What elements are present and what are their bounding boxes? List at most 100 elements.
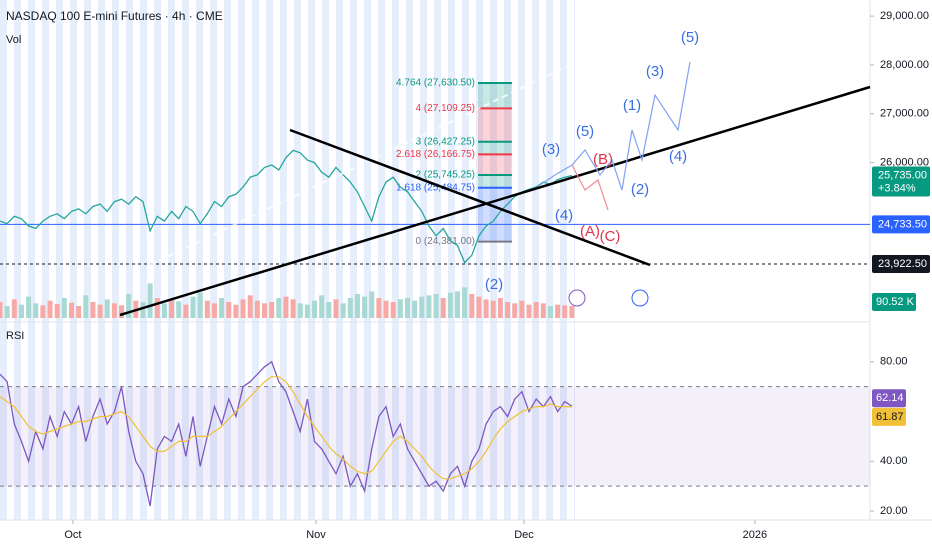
fib-label: 0 (24,381.00) [416,236,476,247]
volume-bar [304,304,310,318]
volume-bar [211,303,217,318]
event-icon[interactable] [631,289,649,307]
volume-bar [40,305,46,318]
volume-bar [333,299,339,318]
volume-bar [419,296,425,318]
wave-label: (4) [669,148,687,165]
session-background [0,0,575,520]
fib-zone [478,175,512,188]
volume-bar [4,306,10,318]
rsi-line [0,360,573,507]
volume-bar [33,303,39,318]
volume-bar [233,304,239,318]
volume-bar [76,306,82,318]
volume-bar [440,298,446,318]
price-tag-label: 24,733.50 [878,218,927,230]
volume-bar [476,296,482,318]
volume-bar [18,304,24,318]
volume-bar [519,300,525,318]
fib-label: 4 (27,109.25) [416,103,476,114]
rsi-label: RSI [6,330,24,342]
fib-zone [478,108,512,142]
volume-bar [376,298,382,318]
volume-bar [483,299,489,318]
volume-bar [426,295,432,318]
wave-label: (5) [576,123,594,140]
volume-bar [497,298,503,318]
volume-bar [219,298,225,318]
y-tick-label: 26,000.00 [880,156,929,168]
trend-line [119,85,871,317]
volume-bar [290,299,296,318]
volume-bar [490,300,496,318]
volume-bar [140,302,146,318]
volume-bar [397,299,403,318]
volume-bar [533,302,539,318]
y-tick-label: 27,000.00 [880,108,929,120]
volume-bar [412,300,418,318]
volume-bar [569,305,575,318]
channel-line [149,64,571,266]
volume-bar [97,304,103,318]
volume-bar [462,287,468,318]
volume-bar [326,302,332,318]
volume-bar [83,295,89,318]
fib-label: 1.618 (25,484.75) [396,182,475,193]
volume-bar [319,295,325,318]
volume-bar [540,303,546,318]
volume-bar [512,303,518,318]
volume-bar [362,296,368,318]
volume-bar [61,298,67,318]
y-tick-label: 80.00 [880,356,908,368]
rsi-tag [872,389,906,408]
volume-bar [340,303,346,318]
volume-bar [190,296,196,318]
wave-label: (3) [542,141,560,158]
wave-label: (3) [646,63,664,80]
volume-bar [526,304,532,318]
rsi-tag [872,407,906,426]
volume-bar [433,294,439,318]
volume-bar [390,302,396,318]
wave-label: (5) [681,29,699,46]
trend-line [289,128,651,267]
volume-bar [297,303,303,318]
price-tag [872,254,930,273]
x-tick-label: 2026 [743,529,767,541]
wave-label: (C) [600,228,621,245]
volume-bar [169,299,175,318]
volume-bar [547,306,553,318]
x-tick-label: Nov [306,529,326,541]
wave-label: (2) [485,276,503,293]
volume-bar [447,292,453,318]
fib-zone [478,141,512,155]
change-label: +3.84% [878,182,916,194]
volume-bar [104,299,110,318]
volume-bar [240,299,246,318]
volume-bar [276,298,282,318]
volume-bar [283,296,289,318]
volume-bar [269,302,275,318]
y-tick-label: 29,000.00 [880,10,929,22]
volume-bar [347,298,353,318]
volume-bar [68,302,74,318]
price-tag [872,166,930,197]
volume-bar [226,302,232,318]
fib-label: 2.618 (26,166.75) [396,149,475,160]
volume-bar [183,304,189,318]
volume-bar [90,302,96,318]
fib-zone [478,187,512,242]
wave-label: (4) [555,207,573,224]
volume-bar [47,300,53,318]
volume-bar [505,302,511,318]
wave-label: (B) [593,151,613,168]
volume-bar [161,303,167,318]
wave-label: (2) [631,181,649,198]
y-tick-label: 40.00 [880,455,908,467]
volume-bar [383,300,389,318]
volume-bar [254,300,260,318]
event-icon[interactable] [568,289,586,307]
volume-tag-label: 90.52 K [876,296,915,308]
projection-path [571,164,609,211]
fib-label: 2 (25,745.25) [416,170,476,181]
